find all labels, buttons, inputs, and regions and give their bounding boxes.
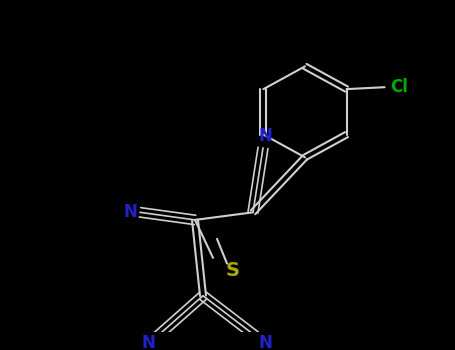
Text: N: N xyxy=(258,127,272,146)
Text: Cl: Cl xyxy=(389,78,408,96)
Text: N: N xyxy=(258,334,272,350)
Text: N: N xyxy=(141,334,155,350)
Text: S: S xyxy=(226,261,240,280)
Text: N: N xyxy=(123,203,137,221)
